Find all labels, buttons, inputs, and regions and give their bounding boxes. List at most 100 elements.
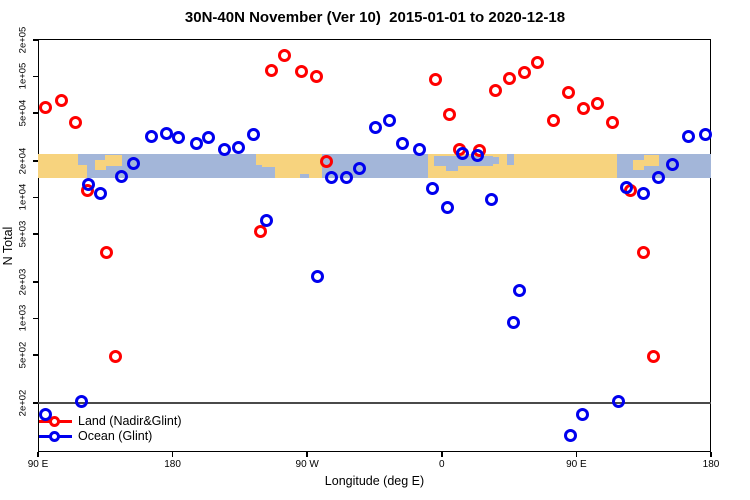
legend: Land (Nadir&Glint) Ocean (Glint) [39,414,182,444]
data-point-land [429,72,443,86]
data-point-land [517,66,531,80]
data-point-land [68,115,82,129]
data-point-ocean [426,182,440,196]
y-tick [33,75,38,78]
y-tick-label: 2e+05 [17,26,29,54]
data-point-ocean [127,157,141,171]
map-land-segment [105,154,122,166]
y-tick-label: 5e+03 [17,220,29,248]
data-point-ocean [507,316,521,330]
reference-line [38,402,711,404]
data-point-land [309,69,323,83]
y-tick [33,354,38,356]
data-point-ocean [339,171,353,185]
data-point-ocean [652,171,666,185]
data-point-ocean [412,142,426,156]
ocean-circle-icon [49,430,60,442]
data-point-ocean [575,408,589,422]
data-point-land [547,114,561,128]
x-tick [710,452,712,457]
chart-title: 30N-40N November (Ver 10) 2015-01-01 to … [184,9,566,26]
x-tick-label: 90 E [27,459,49,470]
data-point-ocean [81,177,95,191]
data-point-land [320,154,334,168]
y-tick-label: 5e+04 [17,99,29,127]
x-tick [171,452,174,457]
map-ocean-segment [492,157,500,164]
legend-label-land: Land (Nadir&Glint) [78,414,182,428]
y-tick-label: 1e+04 [17,184,29,211]
map-land-segment [633,159,645,171]
y-tick [33,112,38,114]
legend-item-ocean: Ocean (Glint) [39,429,182,443]
y-tick [33,233,38,235]
data-point-ocean [311,270,325,284]
map-strip [38,153,711,178]
data-point-ocean [611,395,625,409]
data-point-land [278,48,292,62]
map-ocean-segment [300,173,310,178]
data-point-ocean [231,140,245,154]
x-tick-label: 180 [164,459,181,470]
y-tick-label: 2e+04 [17,147,29,175]
map-land-segment [94,159,107,171]
data-point-ocean [682,129,696,143]
data-point-land [646,350,660,364]
data-point-land [442,108,456,122]
data-point-land [577,102,591,116]
data-point-ocean [665,158,679,172]
map-land-segment [78,164,87,178]
y-tick-label: 1e+03 [17,305,29,332]
x-tick-label: 90 E [566,459,587,470]
data-point-ocean [145,129,159,143]
x-tick [441,452,443,457]
map-ocean-segment [262,166,276,178]
data-point-ocean [369,120,383,134]
data-point-land [100,246,114,260]
data-point-land [605,115,619,129]
data-point-ocean [190,136,204,150]
x-tick-label: 180 [702,459,720,470]
data-point-land [502,71,516,85]
data-point-land [637,246,651,260]
x-tick [37,452,39,457]
data-point-ocean [324,171,338,185]
map-land-segment [38,153,79,178]
data-point-ocean [698,128,712,142]
data-point-ocean [218,142,232,156]
data-point-ocean [246,128,260,142]
x-tick-label: 90 W [295,459,319,470]
x-tick-label: 0 [439,459,445,470]
map-land-segment [256,153,263,165]
y-tick [33,317,38,320]
data-point-land [590,96,604,110]
data-point-ocean [456,147,470,161]
data-point-ocean [115,169,129,183]
x-tick [306,452,308,457]
map-ocean-segment [446,165,459,172]
data-point-ocean [484,192,498,206]
data-point-ocean [38,408,52,422]
y-tick [33,196,38,199]
map-ocean-segment [434,156,493,166]
y-tick-label: 2e+02 [17,389,29,417]
y-tick-label: 1e+05 [17,63,29,90]
data-point-land [55,94,69,108]
data-point-ocean [260,213,274,227]
data-point-ocean [441,201,455,215]
ocean-series-symbol [39,430,72,443]
plot-area [38,39,711,452]
data-point-ocean [382,114,396,128]
data-point-ocean [513,284,527,298]
data-point-ocean [471,149,485,163]
data-point-land [254,225,268,239]
map-ocean-segment [506,153,515,165]
legend-label-ocean: Ocean (Glint) [78,429,153,443]
data-point-ocean [637,187,651,201]
land-series-symbol [39,415,72,428]
data-point-ocean [563,429,577,443]
y-tick [33,160,38,162]
data-point-land [38,101,52,115]
data-point-ocean [160,126,174,140]
